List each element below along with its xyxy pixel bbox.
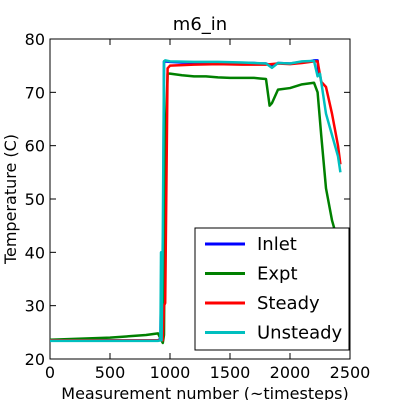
chart-title: m6_in bbox=[173, 14, 227, 35]
y-tick-label: 40 bbox=[25, 243, 45, 262]
series-line-unsteady bbox=[50, 59, 342, 343]
legend-label-steady: Steady bbox=[257, 293, 320, 314]
y-tick-label: 80 bbox=[25, 30, 45, 49]
x-tick-label: 1500 bbox=[210, 363, 251, 382]
x-tick-label: 2000 bbox=[270, 363, 311, 382]
legend-label-expt: Expt bbox=[257, 264, 298, 285]
x-tick-label: 2500 bbox=[330, 363, 371, 382]
legend: Inlet Expt Steady Unsteady bbox=[194, 227, 350, 351]
legend-label-inlet: Inlet bbox=[257, 234, 297, 255]
x-tick-label: 0 bbox=[45, 363, 55, 382]
y-axis-label: Temperature (C) bbox=[1, 134, 20, 265]
y-tick-label: 70 bbox=[25, 83, 45, 102]
x-tick-label: 1000 bbox=[150, 363, 191, 382]
x-axis-label: Measurement number (~timesteps) bbox=[61, 384, 348, 400]
x-tick-label: 500 bbox=[95, 363, 126, 382]
series-layer bbox=[49, 59, 342, 345]
legend-frame bbox=[194, 227, 350, 351]
legend-label-unsteady: Unsteady bbox=[257, 323, 343, 344]
y-tick-label: 60 bbox=[25, 137, 45, 156]
y-tick-label: 50 bbox=[25, 190, 45, 209]
y-tick-label: 20 bbox=[25, 350, 45, 369]
tick-layer: 0 500 1000 1500 2000 2500 20 30 40 50 60 70 80 bbox=[25, 30, 371, 382]
y-tick-label: 30 bbox=[25, 297, 45, 316]
